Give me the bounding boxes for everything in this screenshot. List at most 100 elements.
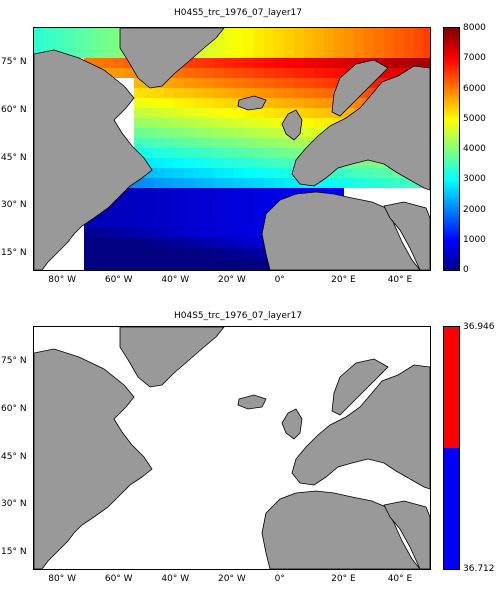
tracer-cell (84, 38, 94, 48)
tracer-cell (274, 158, 284, 168)
tracer-cell (204, 238, 214, 248)
tracer-cell (144, 118, 154, 128)
tracer-cell (214, 148, 224, 158)
tracer-cell (104, 48, 114, 58)
tracer-cell (194, 198, 204, 208)
north-america-land (34, 348, 153, 569)
tracer-map-top-canvas (34, 28, 430, 270)
tracer-cell (144, 98, 154, 108)
tracer-cell (254, 148, 264, 158)
scandinavia-land (331, 358, 389, 416)
iceland-land (237, 95, 267, 111)
tracer-cell (124, 248, 134, 258)
tracer-cell (204, 158, 214, 168)
tracer-cell (244, 138, 254, 148)
tracer-cell (164, 108, 174, 118)
tracer-cell (184, 178, 194, 188)
colorbar-tick-label: 8000 (463, 23, 486, 33)
tracer-cell (204, 138, 214, 148)
tracer-cell (244, 38, 254, 48)
tracer-cell (284, 88, 294, 98)
tracer-cell (94, 218, 104, 228)
tracer-cell (84, 258, 94, 268)
tracer-cell (154, 178, 164, 188)
british-isles-land (281, 109, 303, 141)
tracer-cell (204, 128, 214, 138)
tracer-cell (374, 38, 384, 48)
tracer-cell (154, 188, 164, 198)
greenland-land (119, 28, 225, 89)
tracer-cell (224, 28, 234, 38)
tracer-cell (234, 238, 244, 248)
tracer-cell (254, 38, 264, 48)
tracer-cell (254, 58, 264, 68)
tracer-cell (164, 78, 174, 88)
tracer-cell (104, 268, 114, 270)
tracer-cell (204, 48, 214, 58)
tracer-cell (174, 218, 184, 228)
tracer-cell (94, 258, 104, 268)
tracer-cell (184, 78, 194, 88)
tracer-cell (174, 208, 184, 218)
tracer-cell (184, 68, 194, 78)
tracer-cell (214, 108, 224, 118)
tracer-cell (164, 178, 174, 188)
tracer-cell (164, 188, 174, 198)
tracer-cell (194, 158, 204, 168)
tracer-cell (234, 118, 244, 128)
tracer-cell (264, 168, 274, 178)
tracer-cell (204, 208, 214, 218)
tracer-cell (294, 78, 304, 88)
tracer-cell (354, 178, 364, 188)
tracer-cell (234, 218, 244, 228)
tracer-cell (184, 118, 194, 128)
tracer-cell (84, 268, 94, 270)
tracer-cell (224, 188, 234, 198)
tracer-cell (254, 158, 264, 168)
tracer-cell (264, 198, 274, 208)
tracer-cell (184, 138, 194, 148)
tracer-cell (204, 58, 214, 68)
tracer-cell (324, 28, 334, 38)
tracer-cell (244, 148, 254, 158)
tracer-cell (284, 38, 294, 48)
tracer-cell (364, 178, 374, 188)
tracer-cell (354, 98, 364, 108)
tracer-cell (214, 248, 224, 258)
tracer-cell (254, 118, 264, 128)
tracer-cell (304, 108, 314, 118)
tracer-cell (344, 38, 354, 48)
lat-tick-label: 75° N (1, 57, 27, 68)
tracer-cell (214, 268, 224, 270)
tracer-cell (294, 48, 304, 58)
tracer-cell (244, 108, 254, 118)
tracer-cell (114, 38, 124, 48)
tracer-cell (154, 98, 164, 108)
colorbar-tick-label: 7000 (463, 53, 486, 64)
tracer-cell (324, 98, 334, 108)
tracer-cell (314, 48, 324, 58)
tracer-cell (134, 138, 144, 148)
tracer-cell (234, 188, 244, 198)
tracer-cell (294, 68, 304, 78)
lon-tick-label: 20° E (331, 574, 356, 584)
lon-tick-label: 0° (274, 275, 285, 285)
tracer-cell (344, 28, 354, 38)
tracer-cell (184, 108, 194, 118)
tracer-cell (394, 38, 404, 48)
tracer-cell (334, 178, 344, 188)
tracer-cell (234, 128, 244, 138)
tracer-cell (184, 218, 194, 228)
tracer-cell (134, 228, 144, 238)
tracer-cell (104, 208, 114, 218)
tracer-cell (234, 78, 244, 88)
tracer-cell (294, 188, 304, 198)
tracer-cell (374, 28, 384, 38)
tracer-cell (134, 178, 144, 188)
tracer-cell (364, 28, 374, 38)
tracer-cell (234, 158, 244, 168)
tracer-cell (184, 58, 194, 68)
north-america-land (34, 49, 153, 270)
tracer-cell (214, 178, 224, 188)
tracer-cell (304, 138, 314, 148)
